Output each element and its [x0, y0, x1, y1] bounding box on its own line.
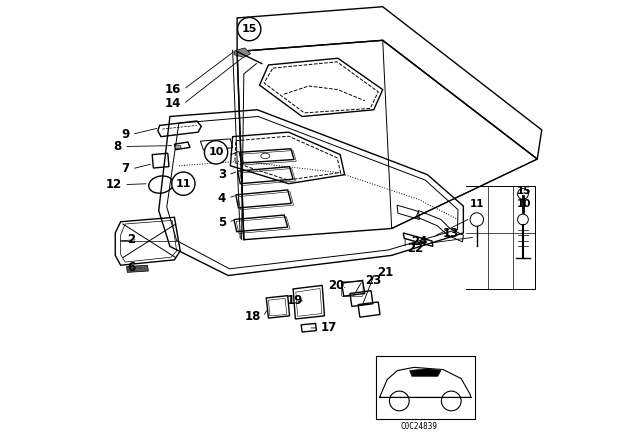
Text: 21: 21 [378, 266, 394, 279]
Text: 24: 24 [411, 234, 428, 248]
Polygon shape [175, 145, 181, 149]
Text: 17: 17 [321, 321, 337, 335]
Text: 2: 2 [127, 233, 136, 246]
Circle shape [442, 391, 461, 411]
Text: 4: 4 [218, 191, 226, 205]
Text: 20: 20 [328, 279, 345, 292]
Text: 10: 10 [209, 147, 224, 157]
Text: 19: 19 [287, 293, 303, 307]
Text: 18: 18 [244, 310, 261, 323]
Text: 5: 5 [218, 215, 226, 229]
Text: 6: 6 [127, 261, 136, 275]
Text: C0C24839: C0C24839 [401, 422, 438, 431]
Text: 9: 9 [122, 128, 130, 141]
Text: 12: 12 [106, 178, 122, 191]
Text: 13: 13 [442, 227, 458, 241]
Text: 1: 1 [218, 149, 226, 163]
Text: 7: 7 [122, 162, 130, 176]
Polygon shape [410, 369, 441, 376]
Circle shape [390, 391, 409, 411]
Text: 3: 3 [218, 168, 226, 181]
Text: 15: 15 [516, 186, 531, 196]
Polygon shape [234, 48, 251, 57]
Text: 23: 23 [365, 274, 381, 287]
Text: 10: 10 [516, 199, 531, 209]
Bar [376, 356, 475, 419]
Bar [152, 153, 169, 168]
Circle shape [237, 17, 261, 41]
Text: 15: 15 [241, 24, 257, 34]
Text: 16: 16 [164, 83, 181, 96]
Circle shape [172, 172, 195, 195]
Text: 14: 14 [164, 97, 181, 111]
Text: 8: 8 [114, 140, 122, 153]
Text: 11: 11 [175, 179, 191, 189]
Polygon shape [127, 265, 148, 272]
Text: 22: 22 [407, 242, 424, 255]
Circle shape [204, 141, 228, 164]
Text: 11: 11 [470, 199, 484, 209]
